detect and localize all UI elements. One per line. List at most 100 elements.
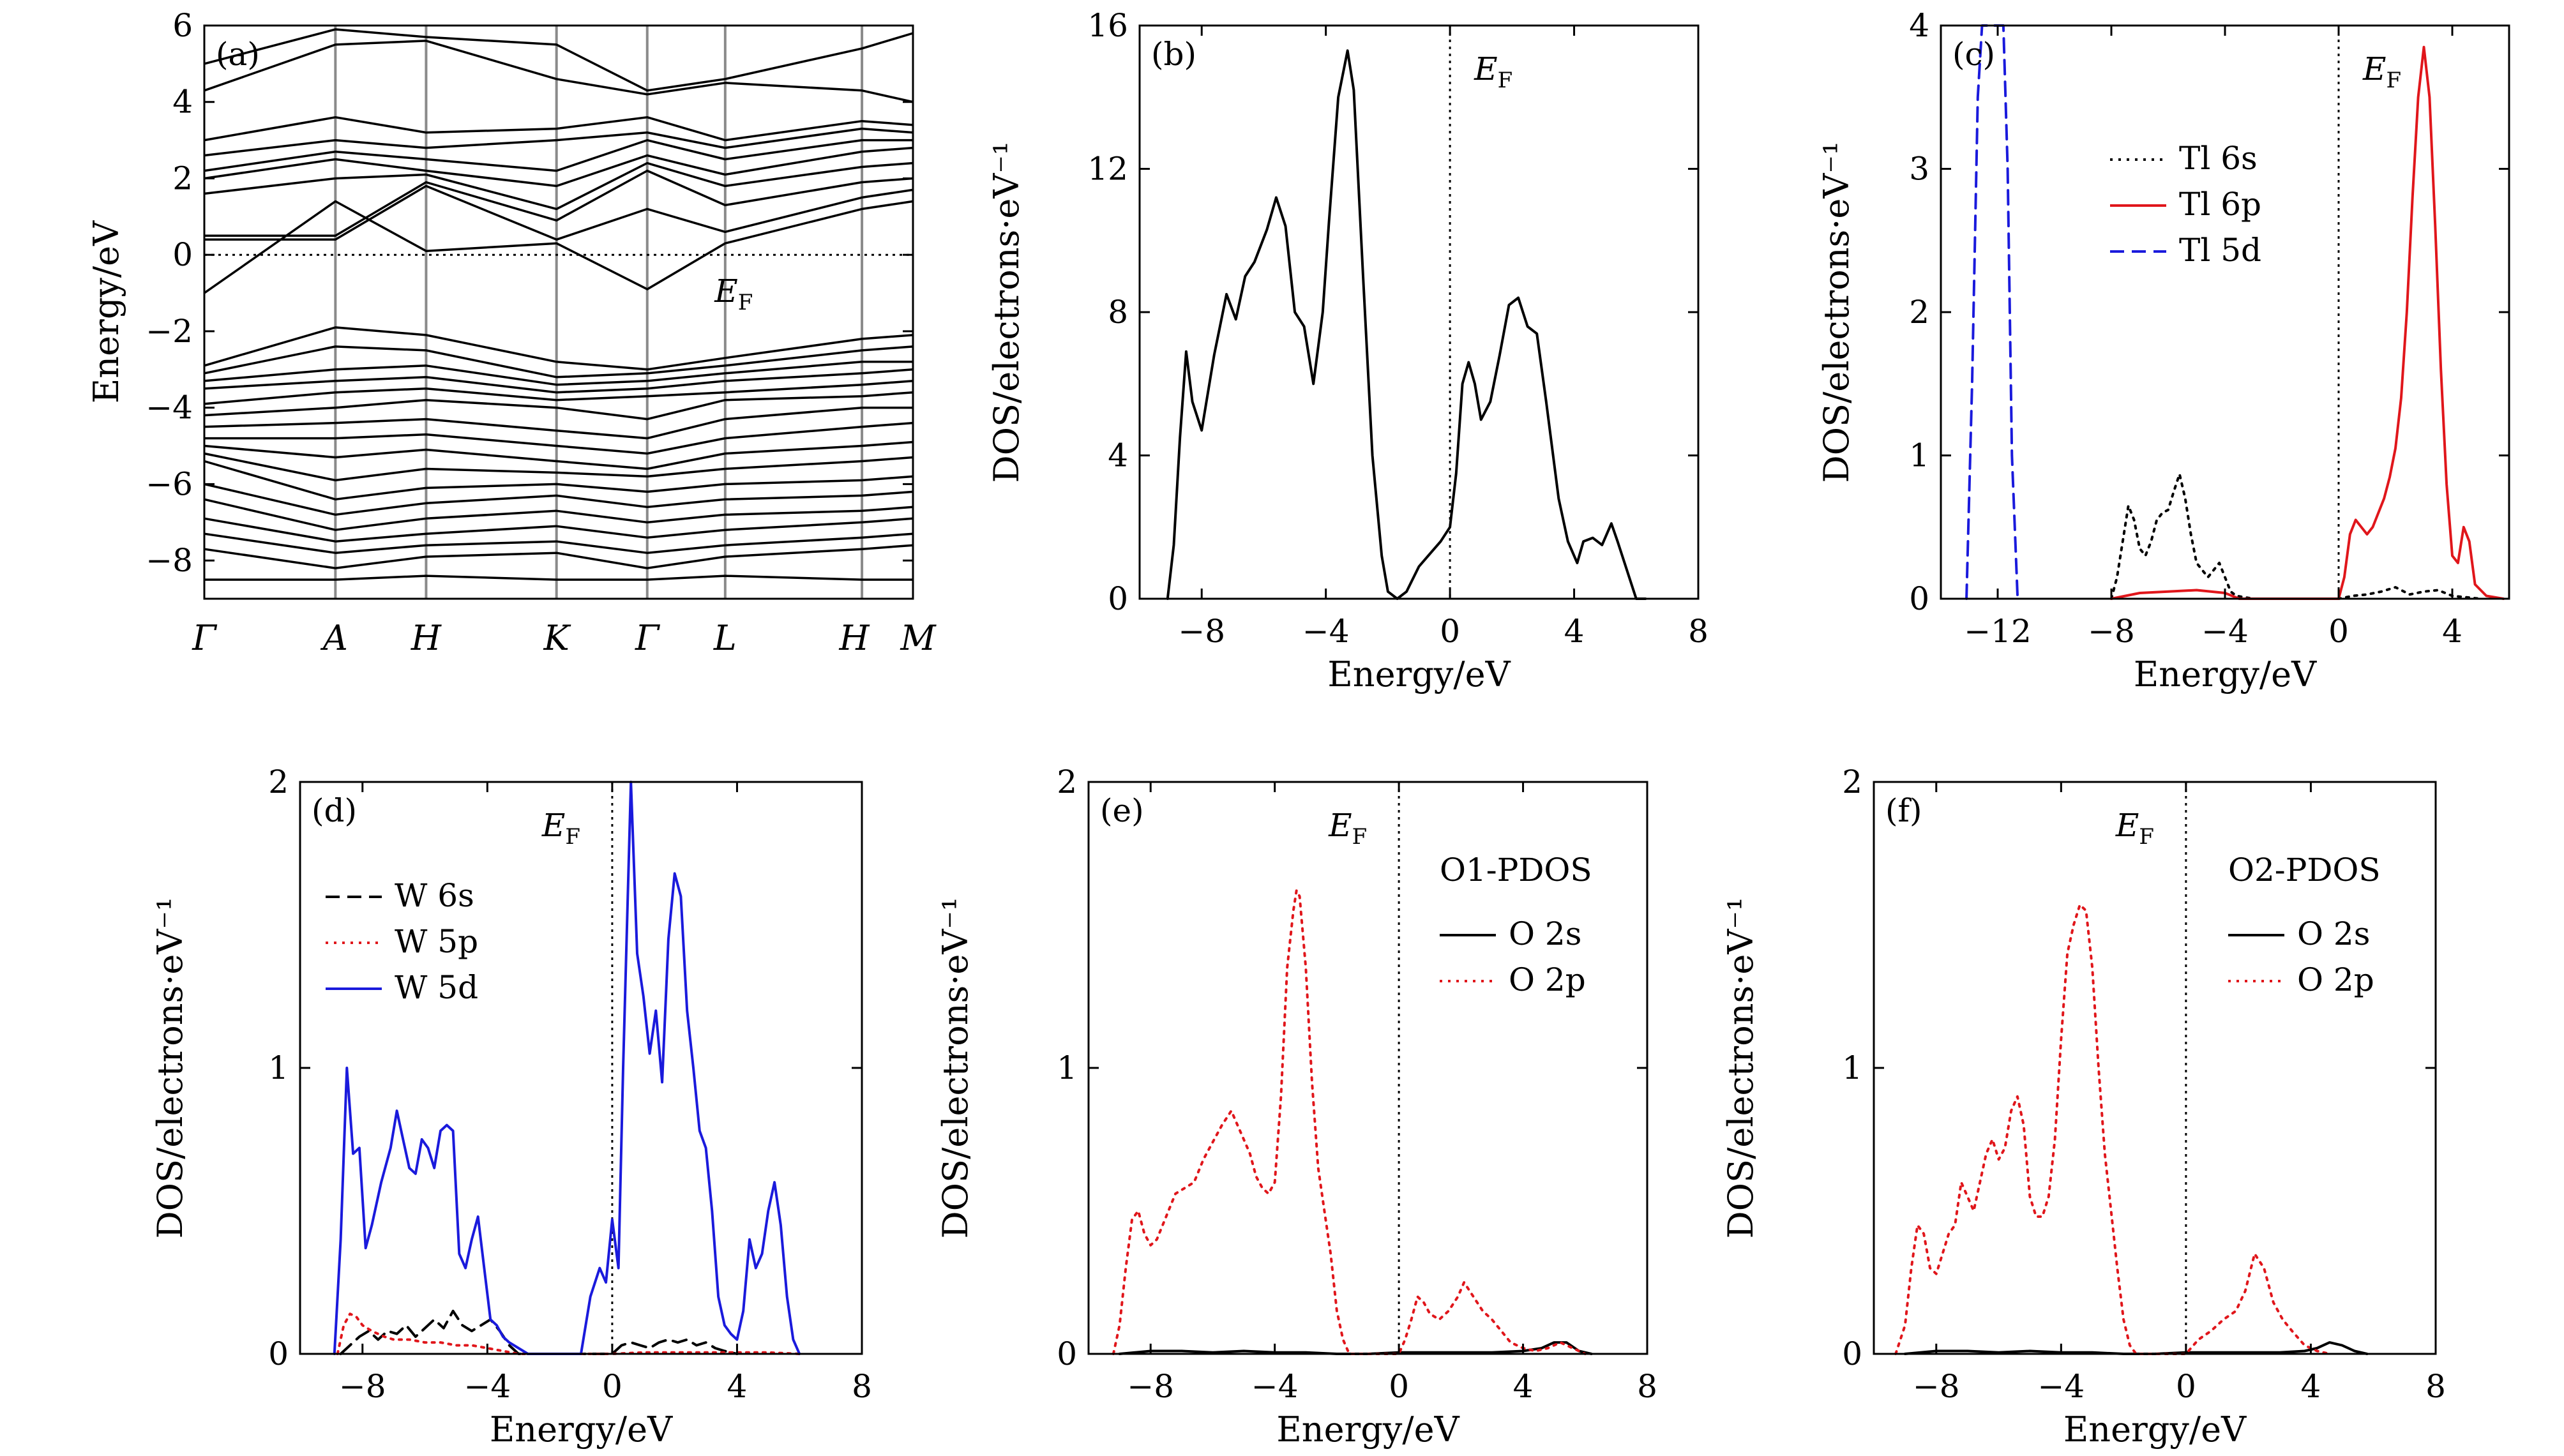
panel-a-band-line bbox=[204, 452, 914, 482]
panel-f-ytick-label: 0 bbox=[1842, 1335, 1862, 1372]
panel-c-ytick-label: 1 bbox=[1909, 437, 1929, 474]
panel-d-xtick-label: 8 bbox=[852, 1368, 872, 1405]
panel-c-x-axis-title: Energy/eV bbox=[2134, 654, 2317, 694]
panel-a-kpoint-label: H bbox=[839, 618, 870, 658]
panel-d-frame bbox=[299, 781, 863, 1355]
panel-a-band-line bbox=[204, 169, 914, 237]
panel-c-plot-area bbox=[1965, 24, 2505, 600]
panel-f-o2-pdos: 0 1 2 −8 −4 0 4 8 (f) Energy/eV DOS/electrons·e… bbox=[1721, 763, 2446, 1450]
panel-d-y-axis-title: DOS/electrons·eV⁻¹ bbox=[150, 897, 190, 1239]
panel-e-xtick-label: 8 bbox=[1637, 1368, 1657, 1405]
panel-e-ytick-label: 1 bbox=[1057, 1049, 1077, 1086]
panel-a-band-line bbox=[204, 460, 914, 501]
panel-a-fermi-label: EF bbox=[714, 273, 753, 315]
panel-b-label: (b) bbox=[1151, 36, 1196, 73]
panel-b-xtick-label: 4 bbox=[1564, 613, 1585, 650]
panel-c-ticks: 0 1 2 3 4 −12 −8 −4 0 4 bbox=[1909, 7, 2509, 650]
panel-a-frame bbox=[203, 24, 914, 600]
panel-e-o1-pdos: 0 1 2 −8 −4 0 4 8 (e) Energy/eV DOS/electrons·e… bbox=[935, 763, 1657, 1450]
panel-d-plot-area bbox=[333, 781, 801, 1355]
panel-a-ytick-label: 4 bbox=[172, 84, 193, 121]
panel-d-legend-label: W 6s bbox=[395, 877, 474, 914]
panel-d-legend: W 6s W 5p W 5d bbox=[326, 877, 478, 1006]
panel-a-band-line bbox=[204, 498, 914, 531]
panel-c-tl-pdos: 0 1 2 3 4 −12 −8 −4 0 4 (c) Energy/eV DOS/electro… bbox=[1816, 7, 2510, 694]
panel-b-ytick-label: 16 bbox=[1087, 7, 1128, 44]
panel-a-plot-area bbox=[203, 26, 914, 599]
panel-c-xtick-label: −4 bbox=[2201, 613, 2249, 650]
panel-f-fermi-label: EF bbox=[2115, 807, 2154, 850]
panel-f-xtick-label: 4 bbox=[2301, 1368, 2321, 1405]
panel-f-ytick-label: 2 bbox=[1842, 763, 1862, 800]
panel-d-label: (d) bbox=[312, 792, 357, 829]
panel-a-band-line bbox=[204, 406, 913, 440]
panel-c-xtick-label: 4 bbox=[2442, 613, 2462, 650]
panel-c-xtick-label: 0 bbox=[2328, 613, 2349, 650]
panel-e-xtick-label: −4 bbox=[1251, 1368, 1299, 1405]
panel-b-x-axis-title: Energy/eV bbox=[1327, 654, 1511, 694]
panel-a-label: (a) bbox=[216, 36, 260, 73]
panel-d-legend-label: W 5d bbox=[395, 969, 478, 1006]
panel-d-xtick-label: 4 bbox=[727, 1368, 748, 1405]
panel-e-x-axis-title: Energy/eV bbox=[1276, 1409, 1459, 1450]
panel-b-xtick-label: 8 bbox=[1688, 613, 1708, 650]
panel-b-ytick-label: 8 bbox=[1108, 294, 1128, 331]
panel-c-legend: Tl 6s Tl 6p Tl 5d bbox=[2110, 140, 2261, 269]
panel-c-ytick-label: 4 bbox=[1909, 7, 1929, 44]
panel-b-xtick-label: −8 bbox=[1178, 613, 1225, 650]
panel-e-ticks: 0 1 2 −8 −4 0 4 8 bbox=[1057, 763, 1657, 1405]
panel-f-legend: O 2s O 2p bbox=[2228, 915, 2374, 998]
panel-f-y-axis-title: DOS/electrons·eV⁻¹ bbox=[1721, 897, 1761, 1239]
panel-a-band-line bbox=[204, 574, 913, 581]
panel-a-ytick-label: −4 bbox=[146, 389, 193, 426]
panel-c-fermi-label: EF bbox=[2362, 50, 2401, 93]
panel-a-band-line bbox=[204, 380, 914, 405]
panel-e-ytick-label: 0 bbox=[1057, 1335, 1077, 1372]
panel-a-ytick-label: 0 bbox=[172, 236, 193, 273]
panel-a-band-line bbox=[204, 517, 914, 543]
panel-e-label: (e) bbox=[1100, 792, 1144, 829]
panel-d-ytick-label: 1 bbox=[268, 1049, 289, 1086]
panel-a-ytick-label: 2 bbox=[172, 160, 193, 197]
panel-b-total-dos: 0 4 8 12 16 −8 −4 0 4 8 (b) Energy/eV DOS/electro… bbox=[986, 7, 1708, 694]
panel-a-band-line bbox=[203, 200, 914, 294]
panel-a-ytick-label: −2 bbox=[146, 313, 193, 350]
panel-f-xtick-label: 8 bbox=[2425, 1368, 2446, 1405]
panel-e-frame bbox=[1087, 781, 1648, 1355]
panel-d-series-line bbox=[336, 1312, 801, 1355]
panel-c-label: (c) bbox=[1952, 36, 1995, 73]
panel-a-band-line bbox=[204, 161, 914, 211]
panel-b-xtick-label: 0 bbox=[1440, 613, 1460, 650]
panel-a-kpoint-label: Γ bbox=[192, 618, 218, 658]
panel-f-x-axis-title: Energy/eV bbox=[2063, 1409, 2247, 1450]
panel-f-series-line bbox=[1894, 903, 2331, 1355]
panel-b-ytick-label: 4 bbox=[1108, 437, 1128, 474]
panel-e-y-axis-title: DOS/electrons·eV⁻¹ bbox=[935, 897, 976, 1239]
panel-e-ytick-label: 2 bbox=[1057, 763, 1077, 800]
panel-a-band-line bbox=[204, 184, 914, 241]
panel-a-band-line bbox=[204, 361, 913, 386]
panel-f-xtick-label: −8 bbox=[1913, 1368, 1960, 1405]
panel-a-ytick-label: 6 bbox=[172, 7, 193, 44]
panel-f-frame bbox=[1873, 781, 2437, 1355]
panel-a-band-line bbox=[204, 28, 914, 92]
panel-b-ytick-label: 0 bbox=[1108, 580, 1128, 617]
panel-b-y-axis-title: DOS/electrons·eV⁻¹ bbox=[986, 142, 1027, 483]
panel-f-legend-label: O 2s bbox=[2297, 915, 2370, 952]
panel-a-ytick-label: −6 bbox=[146, 465, 193, 502]
panel-e-series-line bbox=[1112, 889, 1587, 1355]
panel-d-w-pdos: 0 1 2 −8 −4 0 4 8 (d) Energy/eV DOS/electrons·e… bbox=[150, 763, 872, 1450]
panel-d-ytick-label: 0 bbox=[268, 1335, 289, 1372]
panel-e-fermi-label: EF bbox=[1328, 807, 1367, 850]
panel-c-xtick-label: −12 bbox=[1964, 613, 2032, 650]
panel-a-band-line bbox=[204, 127, 914, 157]
panel-f-legend-label: O 2p bbox=[2297, 961, 2374, 998]
panel-d-series-line bbox=[339, 1309, 739, 1355]
panel-a-band-line bbox=[204, 544, 914, 569]
panel-d-series-line bbox=[333, 781, 801, 1355]
panel-f-label: (f) bbox=[1885, 792, 1922, 829]
panel-c-legend-label: Tl 6s bbox=[2179, 140, 2258, 177]
panel-d-ticks: 0 1 2 −8 −4 0 4 8 bbox=[268, 763, 872, 1405]
